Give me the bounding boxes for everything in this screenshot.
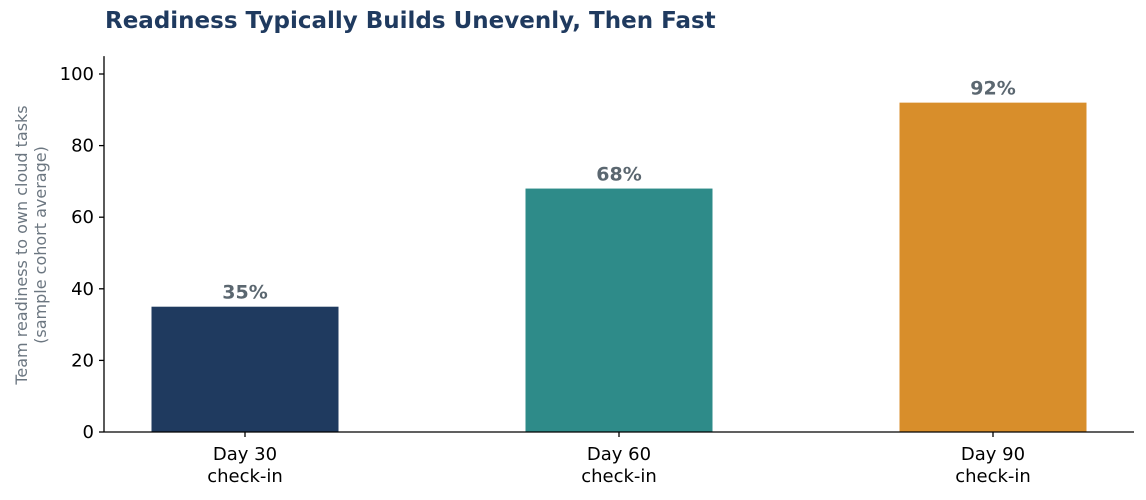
y-axis-title-line: Team readiness to own cloud tasks (12, 105, 31, 385)
x-tick-label-line: Day 60 (587, 444, 651, 465)
y-tick-label-60: 60 (71, 207, 94, 228)
value-labels-layer: 35% 68% 92% (222, 78, 1015, 304)
x-tick-label-line: check-in (581, 466, 657, 487)
y-tick-label-80: 80 (71, 136, 94, 157)
bars-layer (151, 102, 1087, 432)
x-tick-label-3: Day 90 check-in (955, 444, 1031, 487)
bar-2 (525, 188, 713, 432)
x-tick-label-line: Day 30 (213, 444, 277, 465)
x-tick-label-2: Day 60 check-in (581, 444, 657, 487)
y-axis-title: Team readiness to own cloud tasks(sample… (12, 105, 50, 385)
chart-title: Readiness Typically Builds Unevenly, The… (105, 8, 716, 34)
value-label-2: 68% (596, 164, 641, 186)
bar-1 (151, 306, 339, 432)
x-tick-label-line: check-in (955, 466, 1031, 487)
value-label-3: 92% (970, 78, 1015, 100)
x-tick-label-1: Day 30 check-in (207, 444, 283, 487)
y-tick-label-100: 100 (60, 64, 94, 85)
y-tick-label-20: 20 (71, 350, 94, 371)
bar-3 (899, 102, 1087, 432)
y-tick-label-0: 0 (83, 422, 94, 443)
y-axis-title-line: (sample cohort average) (31, 146, 50, 344)
value-label-1: 35% (222, 282, 267, 304)
x-tick-label-line: check-in (207, 466, 283, 487)
x-tick-label-line: Day 90 (961, 444, 1025, 465)
y-tick-label-40: 40 (71, 279, 94, 300)
